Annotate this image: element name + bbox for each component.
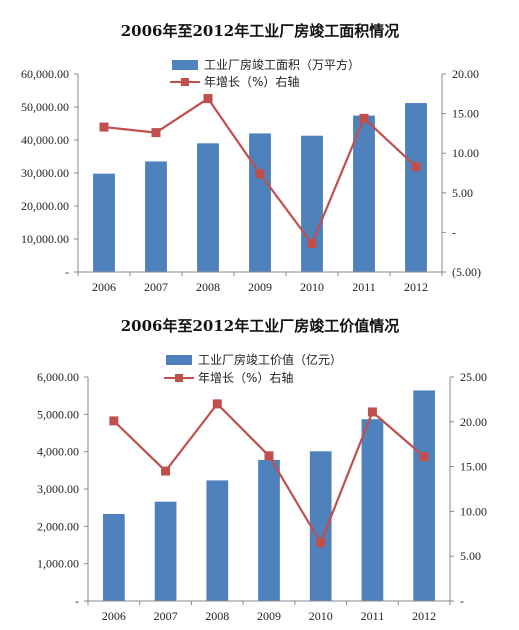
- value-bar-2007: [154, 501, 177, 601]
- area-x-label-2007: 2007: [144, 280, 168, 294]
- value-right-tick-label: 15.00: [460, 460, 487, 474]
- value-growth-point-2011: [367, 407, 377, 417]
- value-x-label-2010: 2010: [309, 609, 333, 623]
- area-bar-2008: [197, 143, 219, 272]
- area-bar-2007: [145, 161, 167, 272]
- value-growth-point-2006: [109, 416, 119, 426]
- value-right-tick-label: 5.00: [460, 549, 481, 563]
- value-x-label-2008: 2008: [205, 609, 229, 623]
- area-right-tick-label: 5.00: [452, 186, 473, 200]
- value-growth-point-2010: [316, 538, 326, 548]
- value-growth-point-2008: [212, 399, 222, 409]
- area-bar-2012: [405, 103, 427, 272]
- area-left-tick-label: 60,000.00: [21, 67, 69, 81]
- area-growth-point-2009: [255, 169, 265, 179]
- area-left-tick-label: 10,000.00: [21, 232, 69, 246]
- value-left-tick-label: 3,000.00: [37, 482, 79, 496]
- area-left-tick-label: 20,000.00: [21, 199, 69, 213]
- area-x-label-2009: 2009: [248, 280, 272, 294]
- area-growth-point-2012: [411, 162, 421, 172]
- area-legend-bar-label: 工业厂房竣工面积（万平方）: [204, 57, 360, 72]
- area-chart-panel: 2006年至2012年工业厂房竣工面积情况 工业厂房竣工面积（万平方） 年增长（…: [21, 22, 481, 294]
- value-chart-title: 2006年至2012年工业厂房竣工价值情况: [121, 317, 400, 335]
- area-x-label-2006: 2006: [92, 280, 116, 294]
- value-left-tick-label: -: [75, 594, 79, 608]
- value-left-tick-label: 2,000.00: [37, 519, 79, 533]
- value-growth-point-2012: [419, 452, 429, 462]
- area-legend-bar-swatch: [172, 60, 198, 70]
- area-x-label-2008: 2008: [196, 280, 220, 294]
- area-x-label-2012: 2012: [404, 280, 428, 294]
- value-left-tick-label: 4,000.00: [37, 445, 79, 459]
- value-legend-bar-swatch: [166, 355, 192, 365]
- value-right-tick-label: -: [460, 594, 464, 608]
- area-left-tick-label: 40,000.00: [21, 133, 69, 147]
- value-right-tick-label: 25.00: [460, 370, 487, 384]
- value-x-label-2011: 2011: [361, 609, 385, 623]
- area-right-tick-label: 20.00: [452, 67, 479, 81]
- value-x-label-2006: 2006: [102, 609, 126, 623]
- area-bar-2006: [93, 173, 115, 272]
- area-left-tick-label: 50,000.00: [21, 100, 69, 114]
- value-left-tick-label: 5,000.00: [37, 407, 79, 421]
- area-growth-point-2011: [359, 113, 369, 123]
- value-right-tick-label: 10.00: [460, 504, 487, 518]
- area-legend-line-label: 年增长（%）右轴: [204, 74, 299, 89]
- area-x-label-2011: 2011: [352, 280, 376, 294]
- area-growth-point-2010: [307, 238, 317, 248]
- value-x-label-2009: 2009: [257, 609, 281, 623]
- value-legend-line-label: 年增长（%）右轴: [198, 370, 293, 385]
- area-right-tick-label: -: [452, 225, 456, 239]
- area-bar-2009: [249, 133, 271, 272]
- value-x-label-2007: 2007: [154, 609, 178, 623]
- value-bar-2010: [309, 451, 332, 601]
- value-legend-line-marker: [175, 374, 183, 382]
- value-left-tick-label: 6,000.00: [37, 370, 79, 384]
- value-right-tick-label: 20.00: [460, 415, 487, 429]
- area-growth-point-2006: [99, 122, 109, 132]
- area-left-tick-label: -: [65, 265, 69, 279]
- value-growth-point-2009: [264, 451, 274, 461]
- area-growth-point-2008: [203, 94, 213, 104]
- area-growth-point-2007: [151, 128, 161, 138]
- value-x-label-2012: 2012: [412, 609, 436, 623]
- area-left-tick-label: 30,000.00: [21, 166, 69, 180]
- area-legend-line-marker: [181, 78, 189, 86]
- value-left-tick-label: 1,000.00: [37, 557, 79, 571]
- area-chart-title: 2006年至2012年工业厂房竣工面积情况: [121, 22, 400, 40]
- value-bar-2012: [413, 390, 436, 601]
- value-bar-2006: [102, 514, 125, 601]
- area-right-tick-label: 15.00: [452, 107, 479, 121]
- area-right-tick-label: (5.00): [452, 265, 481, 279]
- area-x-label-2010: 2010: [300, 280, 324, 294]
- value-bar-2009: [258, 459, 280, 601]
- value-bar-2011: [361, 419, 384, 601]
- value-growth-point-2007: [161, 466, 171, 476]
- value-bar-2008: [206, 480, 229, 601]
- area-bar-2011: [353, 115, 375, 272]
- area-bar-2010: [301, 135, 323, 272]
- value-legend-bar-label: 工业厂房竣工价值（亿元）: [198, 352, 342, 367]
- value-chart-panel: 2006年至2012年工业厂房竣工价值情况 工业厂房竣工价值（亿元） 年增长（%…: [37, 317, 487, 623]
- area-right-tick-label: 10.00: [452, 146, 479, 160]
